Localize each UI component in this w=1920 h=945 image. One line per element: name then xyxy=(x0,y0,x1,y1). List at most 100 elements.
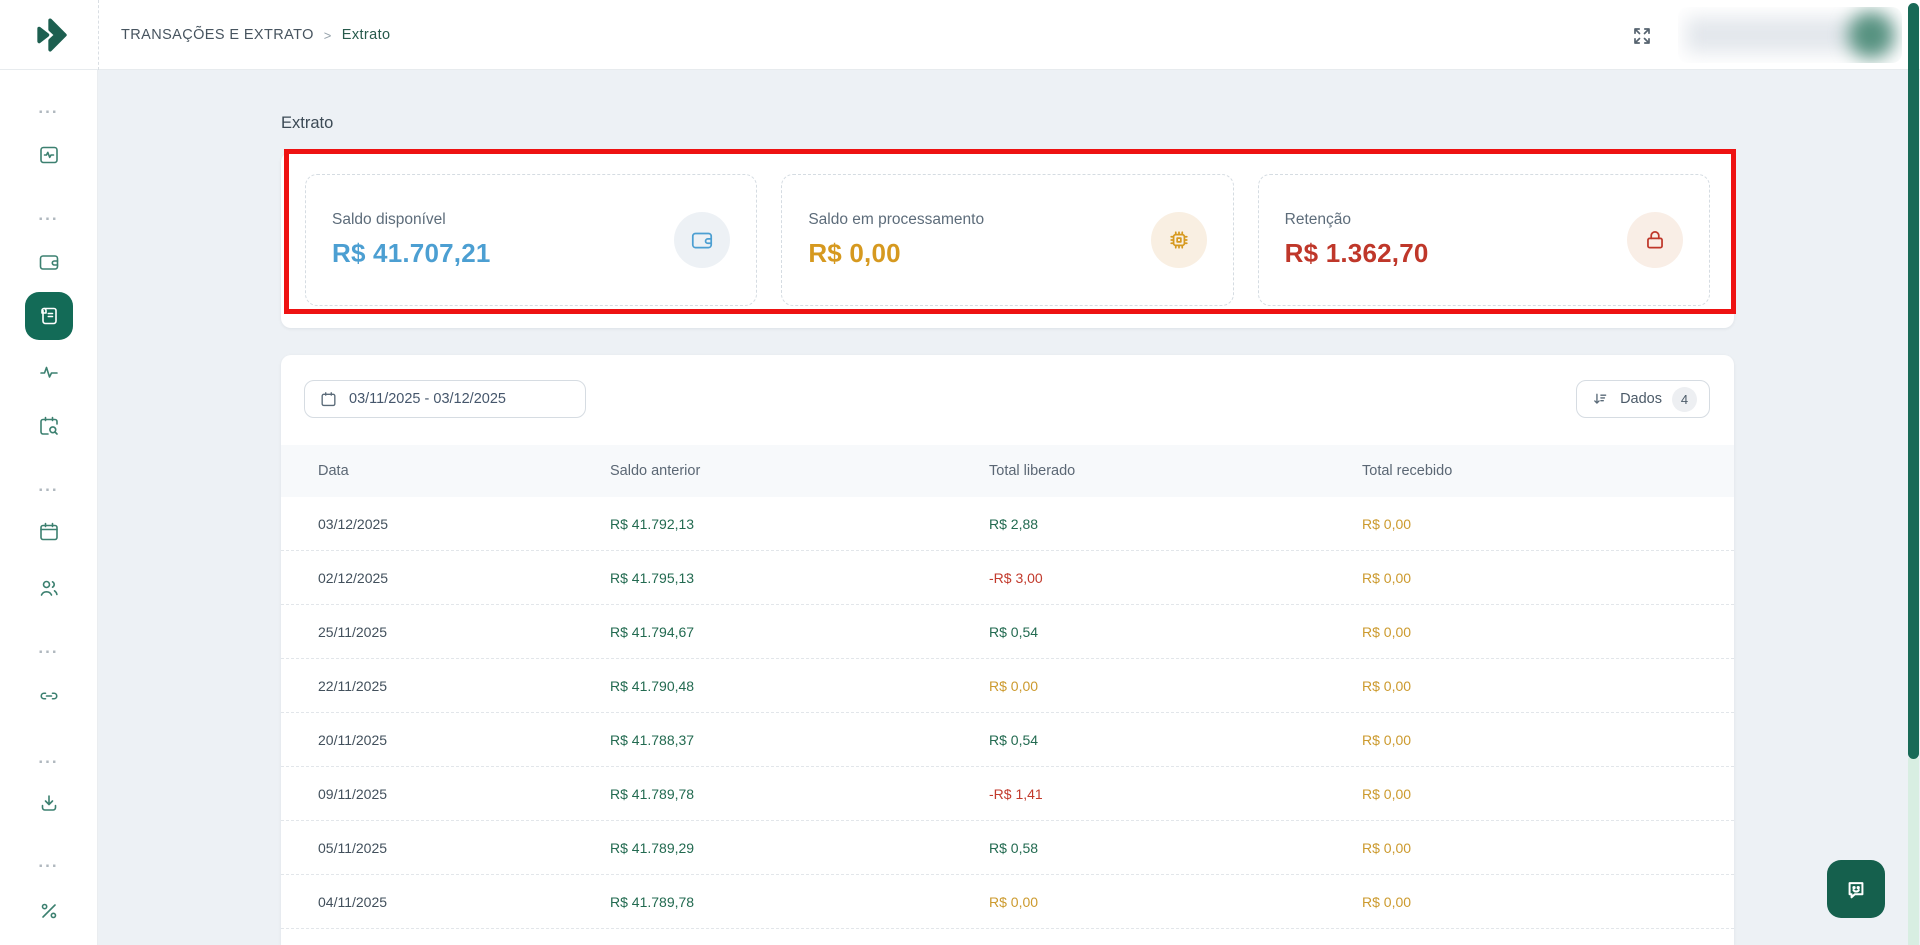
page-title: Extrato xyxy=(281,114,333,133)
sidebar-item-link[interactable] xyxy=(37,684,61,708)
cell-total-received: R$ 0,00 xyxy=(1362,678,1734,694)
card-text: Retenção R$ 1.362,70 xyxy=(1285,211,1429,269)
cell-previous-balance: R$ 41.792,13 xyxy=(610,516,989,532)
sidebar-item-monitor-activity[interactable] xyxy=(37,143,61,167)
card-saldo-disponivel: Saldo disponível R$ 41.707,21 xyxy=(305,174,757,306)
cell-total-released: R$ 2,88 xyxy=(989,516,1362,532)
cell-date: 02/12/2025 xyxy=(318,570,610,586)
avatar xyxy=(1848,12,1894,58)
table-header-row: Data Saldo anterior Total liberado Total… xyxy=(281,445,1734,497)
wallet-icon xyxy=(674,212,730,268)
breadcrumb: TRANSAÇÕES E EXTRATO > Extrato xyxy=(121,0,391,70)
card-text: Saldo em processamento R$ 0,00 xyxy=(808,211,984,269)
card-label: Retenção xyxy=(1285,211,1429,229)
cell-date: 03/12/2025 xyxy=(318,516,610,532)
column-header-total-recebido: Total recebido xyxy=(1362,463,1734,479)
card-text: Saldo disponível R$ 41.707,21 xyxy=(332,211,491,269)
calendar-icon xyxy=(319,390,338,409)
date-range-value: 03/11/2025 - 03/12/2025 xyxy=(349,391,506,407)
cell-total-received: R$ 0,00 xyxy=(1362,570,1734,586)
cell-total-released: -R$ 3,00 xyxy=(989,570,1362,586)
sidebar-item-percent[interactable] xyxy=(37,899,61,923)
sidebar-item-extrato-active[interactable] xyxy=(25,292,73,340)
table-row: 20/11/2025 R$ 41.788,37 R$ 0,54 R$ 0,00 xyxy=(281,713,1734,767)
cell-date: 05/11/2025 xyxy=(318,840,610,856)
statement-panel: 03/11/2025 - 03/12/2025 Dados 4 Data Sal… xyxy=(281,355,1734,945)
chip-icon xyxy=(1151,212,1207,268)
breadcrumb-section[interactable]: TRANSAÇÕES E EXTRATO xyxy=(121,27,314,43)
cell-total-released: R$ 0,58 xyxy=(989,840,1362,856)
sidebar-overflow-icon[interactable]: ... xyxy=(38,755,58,761)
column-header-saldo-anterior: Saldo anterior xyxy=(610,463,989,479)
card-value: R$ 0,00 xyxy=(808,238,984,269)
table-row: 25/11/2025 R$ 41.794,67 R$ 0,54 R$ 0,00 xyxy=(281,605,1734,659)
cell-previous-balance: R$ 41.789,78 xyxy=(610,894,989,910)
cell-previous-balance: R$ 41.794,67 xyxy=(610,624,989,640)
card-label: Saldo em processamento xyxy=(808,211,984,229)
user-account-chip[interactable] xyxy=(1678,7,1902,63)
cell-total-received: R$ 0,00 xyxy=(1362,840,1734,856)
cell-total-released: R$ 0,00 xyxy=(989,678,1362,694)
table-row: 09/11/2025 R$ 41.789,78 -R$ 1,41 R$ 0,00 xyxy=(281,767,1734,821)
table-row: 05/11/2025 R$ 41.789,29 R$ 0,58 R$ 0,00 xyxy=(281,821,1734,875)
brand-logo-icon[interactable] xyxy=(30,13,74,57)
table-row: 03/12/2025 R$ 41.792,13 R$ 2,88 R$ 0,00 xyxy=(281,497,1734,551)
dados-count-badge: 4 xyxy=(1672,387,1697,412)
cell-total-released: -R$ 1,41 xyxy=(989,786,1362,802)
cell-previous-balance: R$ 41.789,78 xyxy=(610,786,989,802)
scrollbar-track[interactable] xyxy=(1908,758,1919,945)
breadcrumb-current: Extrato xyxy=(342,27,391,43)
table-row: 22/11/2025 R$ 41.790,48 R$ 0,00 R$ 0,00 xyxy=(281,659,1734,713)
cell-date: 20/11/2025 xyxy=(318,732,610,748)
topbar: TRANSAÇÕES E EXTRATO > Extrato xyxy=(0,0,1920,70)
sidebar-item-wallet[interactable] xyxy=(37,250,61,274)
date-range-picker[interactable]: 03/11/2025 - 03/12/2025 xyxy=(304,380,586,418)
sidebar-overflow-icon[interactable]: ... xyxy=(38,859,58,865)
card-saldo-processamento: Saldo em processamento R$ 0,00 xyxy=(781,174,1233,306)
sidebar-overflow-icon[interactable]: ... xyxy=(38,645,58,651)
cell-previous-balance: R$ 41.795,13 xyxy=(610,570,989,586)
cell-total-received: R$ 0,00 xyxy=(1362,786,1734,802)
cell-date: 04/11/2025 xyxy=(318,894,610,910)
cell-total-received: R$ 0,00 xyxy=(1362,516,1734,532)
sidebar-item-download[interactable] xyxy=(37,791,61,815)
sidebar-overflow-icon[interactable]: ... xyxy=(38,105,58,111)
cell-total-received: R$ 0,00 xyxy=(1362,624,1734,640)
scrollbar-thumb[interactable] xyxy=(1908,3,1919,759)
chat-support-button[interactable] xyxy=(1827,860,1885,918)
cell-total-received: R$ 0,00 xyxy=(1362,732,1734,748)
card-retencao: Retenção R$ 1.362,70 xyxy=(1258,174,1710,306)
topbar-divider xyxy=(98,0,99,70)
sidebar-item-activity[interactable] xyxy=(37,360,61,384)
sidebar-item-calendar-search[interactable] xyxy=(37,414,61,438)
cell-total-received: R$ 0,00 xyxy=(1362,894,1734,910)
chat-smiley-icon xyxy=(1842,875,1870,903)
statement-toolbar: 03/11/2025 - 03/12/2025 Dados 4 xyxy=(281,355,1734,445)
cell-total-released: R$ 0,54 xyxy=(989,732,1362,748)
lock-icon xyxy=(1627,212,1683,268)
cell-previous-balance: R$ 41.789,29 xyxy=(610,840,989,856)
sidebar-item-users[interactable] xyxy=(37,576,61,600)
card-value: R$ 41.707,21 xyxy=(332,238,491,269)
cell-previous-balance: R$ 41.788,37 xyxy=(610,732,989,748)
balance-summary-panel: Saldo disponível R$ 41.707,21 Saldo em p… xyxy=(281,152,1734,328)
sidebar-item-calendar[interactable] xyxy=(37,520,61,544)
column-header-total-liberado: Total liberado xyxy=(989,463,1362,479)
column-header-data: Data xyxy=(318,463,610,479)
table-row: 04/11/2025 R$ 41.789,78 R$ 0,00 R$ 0,00 xyxy=(281,875,1734,929)
card-label: Saldo disponível xyxy=(332,211,491,229)
sidebar-overflow-icon[interactable]: ... xyxy=(38,212,58,218)
cell-total-released: R$ 0,00 xyxy=(989,894,1362,910)
sort-icon xyxy=(1591,390,1610,409)
cell-previous-balance: R$ 41.790,48 xyxy=(610,678,989,694)
card-value: R$ 1.362,70 xyxy=(1285,238,1429,269)
vertical-scrollbar xyxy=(1908,0,1919,945)
expand-icon[interactable] xyxy=(1630,24,1654,48)
table-row: 02/12/2025 R$ 41.795,13 -R$ 3,00 R$ 0,00 xyxy=(281,551,1734,605)
cell-date: 09/11/2025 xyxy=(318,786,610,802)
cell-total-released: R$ 0,54 xyxy=(989,624,1362,640)
sidebar-overflow-icon[interactable]: ... xyxy=(38,483,58,489)
cell-date: 25/11/2025 xyxy=(318,624,610,640)
dados-label: Dados xyxy=(1620,391,1662,407)
dados-button[interactable]: Dados 4 xyxy=(1576,380,1710,418)
